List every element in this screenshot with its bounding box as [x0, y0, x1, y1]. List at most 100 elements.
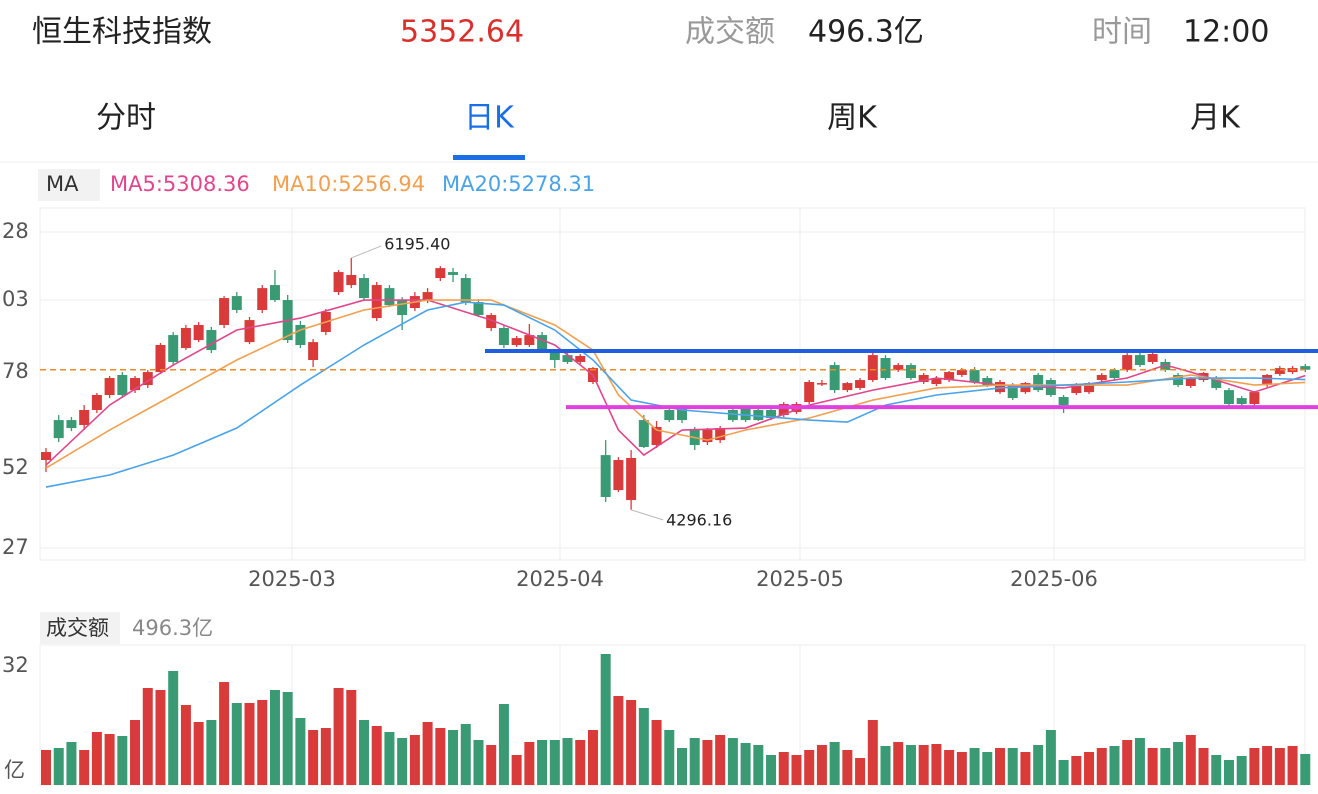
candle-body: [41, 452, 51, 460]
candle-body: [702, 430, 713, 443]
volume-bar: [180, 705, 191, 785]
volume-bar: [282, 692, 293, 785]
price-axis-label: 28: [2, 219, 29, 243]
candle-body: [384, 288, 395, 306]
candle-body: [79, 409, 90, 425]
volume-bar: [702, 740, 713, 785]
candle-body: [1147, 354, 1158, 362]
candle-body: [995, 382, 1005, 393]
date-label: 2025-05: [756, 567, 844, 591]
volume-bar: [219, 682, 230, 785]
candle-body: [1223, 390, 1234, 405]
volume-bar: [155, 690, 166, 785]
candle-body: [549, 352, 560, 360]
volume-bar: [91, 732, 102, 785]
volume-bar: [549, 740, 560, 785]
volume-bar: [664, 730, 675, 785]
volume-bar: [1300, 753, 1311, 785]
candle-body: [982, 378, 993, 386]
low-annotation: 4296.16: [666, 510, 732, 529]
index-name: 恒生科技指数: [32, 15, 212, 50]
candle-body: [498, 328, 509, 346]
volume-bar: [944, 750, 955, 785]
date-label: 2025-06: [1010, 567, 1098, 591]
volume-axis-label: 32: [2, 653, 29, 677]
volume-bar: [766, 755, 777, 785]
price-axis-label: 03: [2, 287, 29, 311]
volume-bar: [995, 748, 1005, 785]
price-frame: [39, 207, 1306, 561]
volume-bar: [791, 755, 802, 785]
volume-bar: [371, 726, 382, 785]
volume-bar: [384, 732, 395, 785]
volume-bar: [511, 755, 522, 785]
volume-bar: [448, 730, 459, 785]
candle-body: [1109, 370, 1120, 379]
volume-bar: [308, 730, 319, 785]
volume-bar: [1058, 760, 1069, 785]
turnover-label: 成交额: [685, 15, 775, 50]
candle-body: [231, 296, 242, 310]
candle-body: [842, 383, 853, 391]
volume-bar: [740, 743, 751, 785]
tab[interactable]: 周K: [827, 101, 878, 136]
volume-bar: [1274, 748, 1285, 785]
volume-bar: [422, 722, 433, 785]
candle-body: [371, 285, 382, 319]
volume-bar: [1262, 746, 1273, 785]
volume-bar: [778, 752, 789, 785]
candle-body: [486, 315, 497, 329]
volume-bar: [1096, 748, 1107, 785]
ma-badge: [38, 169, 100, 201]
candle-body: [91, 395, 102, 410]
volume-bar: [1134, 738, 1145, 785]
high-annotation: 6195.40: [384, 234, 450, 253]
tab-active[interactable]: 日K: [464, 101, 515, 136]
candle-body: [1249, 392, 1260, 405]
tab-underline: [453, 155, 525, 160]
candle-body: [269, 285, 280, 301]
volume-bar: [193, 722, 204, 785]
candle-body: [142, 372, 153, 386]
volume-bar: [409, 735, 420, 785]
turnover-value: 496.3亿: [808, 15, 924, 50]
candle-body: [537, 335, 548, 351]
volume-bar: [867, 720, 878, 785]
tab[interactable]: 分时: [96, 101, 156, 136]
volume-bar: [168, 671, 179, 785]
volume-bar: [689, 738, 700, 785]
volume-bar: [1033, 745, 1044, 785]
candle-body: [727, 409, 738, 421]
volume-bar: [613, 696, 624, 785]
volume-bar: [587, 730, 598, 785]
volume-bar: [1160, 748, 1171, 785]
volume-bar: [1045, 730, 1056, 785]
time-value: 12:00: [1183, 15, 1269, 50]
candle-body: [104, 378, 115, 396]
index-price: 5352.64: [400, 15, 524, 50]
volume-bar: [638, 708, 649, 785]
volume-bar: [1020, 752, 1031, 785]
candle-body: [1262, 374, 1273, 386]
volume-bar: [269, 690, 280, 785]
volume-bar: [829, 742, 840, 785]
volume-bar: [130, 720, 141, 785]
candle-body: [155, 345, 166, 373]
volume-bar: [1147, 748, 1158, 785]
volume-bar: [1185, 735, 1196, 785]
volume-value: 496.3亿: [132, 616, 213, 640]
volume-bar: [1007, 748, 1018, 785]
candle-body: [626, 458, 637, 501]
candle-body: [905, 365, 916, 379]
candle-body: [359, 278, 369, 299]
tab[interactable]: 月K: [1190, 101, 1241, 136]
volume-bar: [982, 752, 993, 785]
candle-body: [753, 409, 764, 421]
volume-bar: [359, 720, 369, 785]
ma-line: [45, 301, 1306, 488]
volume-bar: [880, 746, 891, 785]
legend-item: MA20:5278.31: [442, 172, 595, 196]
candle-body: [295, 324, 306, 346]
candle-body: [206, 330, 217, 351]
candle-body: [664, 409, 675, 421]
